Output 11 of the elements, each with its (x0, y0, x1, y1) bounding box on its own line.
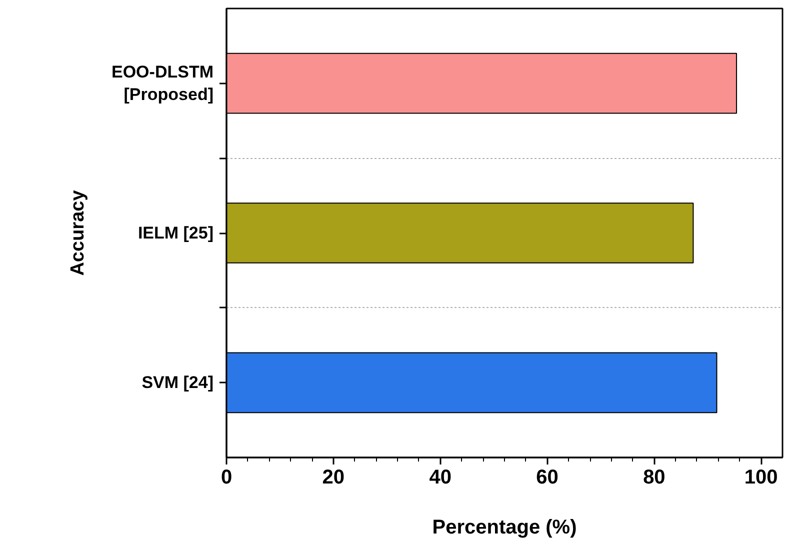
y-tick-label: IELM [25] (138, 224, 214, 242)
x-tick-label: 0 (220, 466, 232, 488)
x-tick-label: 100 (744, 466, 778, 488)
y-tick-label: SVM [24] (142, 373, 214, 392)
x-tick-label: 40 (429, 466, 452, 488)
x-tick-label: 80 (643, 466, 666, 488)
x-tick-label: 60 (536, 466, 558, 488)
x-tick-label: 20 (322, 466, 345, 488)
y-axis-title: Accuracy (68, 190, 89, 276)
y-tick-label: EOO-DLSTM [Proposed] (112, 62, 214, 104)
x-axis-title: Percentage (%) (432, 516, 577, 538)
